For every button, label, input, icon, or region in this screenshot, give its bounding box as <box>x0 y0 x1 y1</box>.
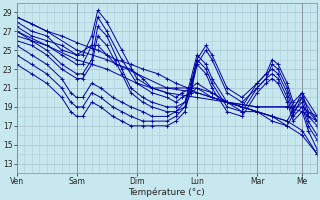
X-axis label: Température (°c): Température (°c) <box>129 188 205 197</box>
